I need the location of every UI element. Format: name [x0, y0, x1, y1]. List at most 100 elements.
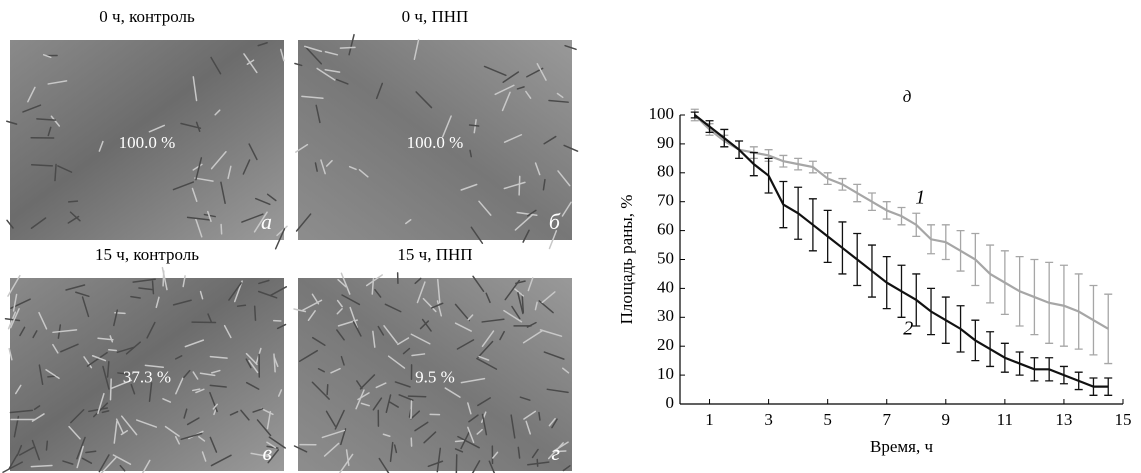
cell [269, 286, 288, 297]
cell [195, 121, 201, 132]
y-tick-label: 90 [657, 133, 674, 152]
cell [340, 355, 345, 366]
cell [421, 318, 432, 332]
cell [337, 278, 347, 288]
cell [161, 266, 168, 291]
cell [81, 296, 90, 318]
cell [192, 388, 201, 392]
cell [340, 272, 351, 295]
cell [120, 415, 138, 436]
cell [42, 54, 52, 59]
cell [180, 432, 203, 441]
cell [538, 300, 554, 314]
cell [86, 351, 108, 367]
cell [503, 134, 523, 143]
cell [304, 46, 323, 65]
cell [516, 86, 525, 90]
cell [454, 448, 464, 453]
cell [476, 357, 498, 370]
cell [477, 397, 491, 407]
cell [8, 454, 18, 470]
cell [316, 67, 336, 81]
cell [336, 299, 343, 308]
cell [273, 353, 276, 373]
panel-letter: а [261, 209, 272, 234]
cell [76, 445, 84, 469]
cell [68, 425, 81, 440]
cell [210, 369, 221, 374]
cell [116, 346, 135, 354]
cell [209, 355, 228, 359]
cell [119, 464, 126, 472]
y-tick-label: 100 [649, 104, 675, 123]
cell [522, 329, 544, 344]
panel-title: 15 ч, ПНП [397, 245, 472, 264]
cell [266, 193, 277, 202]
cell [562, 465, 571, 472]
cell [414, 277, 422, 285]
cell [407, 395, 427, 398]
cell [387, 355, 406, 369]
cell [65, 284, 86, 291]
micrograph [298, 40, 572, 240]
cell [561, 367, 570, 374]
cell [243, 53, 258, 74]
cell [481, 318, 505, 323]
cell [404, 219, 412, 225]
cell [113, 420, 118, 444]
cell [382, 433, 391, 438]
cell [320, 159, 326, 175]
cell [375, 382, 387, 389]
cell [186, 216, 211, 221]
cell [83, 356, 93, 369]
cell [377, 325, 385, 336]
cell [60, 343, 79, 353]
cell [360, 402, 370, 407]
cell [120, 430, 129, 436]
cell [378, 457, 390, 473]
cell [195, 218, 203, 238]
cell [454, 303, 471, 322]
cell [19, 326, 26, 337]
cell [27, 86, 36, 103]
cell [250, 452, 272, 458]
cell [521, 293, 525, 314]
cell [115, 418, 125, 435]
cell [315, 104, 321, 124]
cell [304, 45, 323, 53]
cell [526, 321, 537, 328]
cell [314, 162, 318, 172]
cell [47, 126, 52, 137]
cell [330, 367, 341, 374]
cell [410, 410, 421, 420]
cell [516, 211, 538, 217]
cell [325, 159, 333, 167]
cell [76, 436, 86, 460]
y-axis-label: Площадь раны, % [617, 195, 636, 325]
cell [348, 33, 355, 56]
cell [240, 409, 250, 421]
cell [276, 225, 288, 237]
cell [174, 355, 183, 360]
cell [31, 439, 41, 461]
micrograph [10, 40, 284, 240]
cell [485, 292, 491, 304]
x-tick-label: 9 [942, 410, 951, 429]
cell [525, 420, 531, 435]
y-tick-label: 20 [657, 335, 674, 354]
cell [389, 441, 394, 462]
cell [394, 381, 411, 388]
cell [476, 428, 483, 435]
cell [468, 124, 480, 127]
cell [52, 329, 78, 334]
cell [538, 411, 541, 421]
cell [45, 369, 60, 380]
cell [214, 109, 221, 116]
cell [511, 305, 521, 320]
cell [14, 384, 22, 395]
cell [422, 297, 437, 313]
cell [9, 409, 34, 414]
cell [47, 80, 68, 85]
cell [372, 330, 376, 348]
cell [88, 407, 109, 413]
